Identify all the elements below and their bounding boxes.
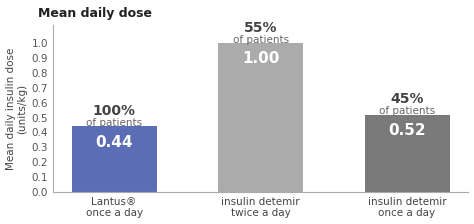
- Text: 0.52: 0.52: [388, 123, 426, 138]
- Text: 1.00: 1.00: [242, 51, 279, 66]
- Text: of patients: of patients: [233, 35, 289, 45]
- Text: 45%: 45%: [390, 92, 424, 106]
- Text: 55%: 55%: [244, 21, 277, 35]
- Text: of patients: of patients: [379, 106, 435, 116]
- Bar: [365, 114, 449, 192]
- Bar: [72, 127, 156, 192]
- Y-axis label: Mean daily insulin dose
(units/kg): Mean daily insulin dose (units/kg): [6, 47, 27, 170]
- Text: 100%: 100%: [92, 104, 136, 118]
- Text: of patients: of patients: [86, 118, 142, 128]
- Text: 0.44: 0.44: [95, 135, 133, 150]
- Bar: [218, 43, 303, 192]
- Text: Mean daily dose: Mean daily dose: [38, 7, 152, 20]
